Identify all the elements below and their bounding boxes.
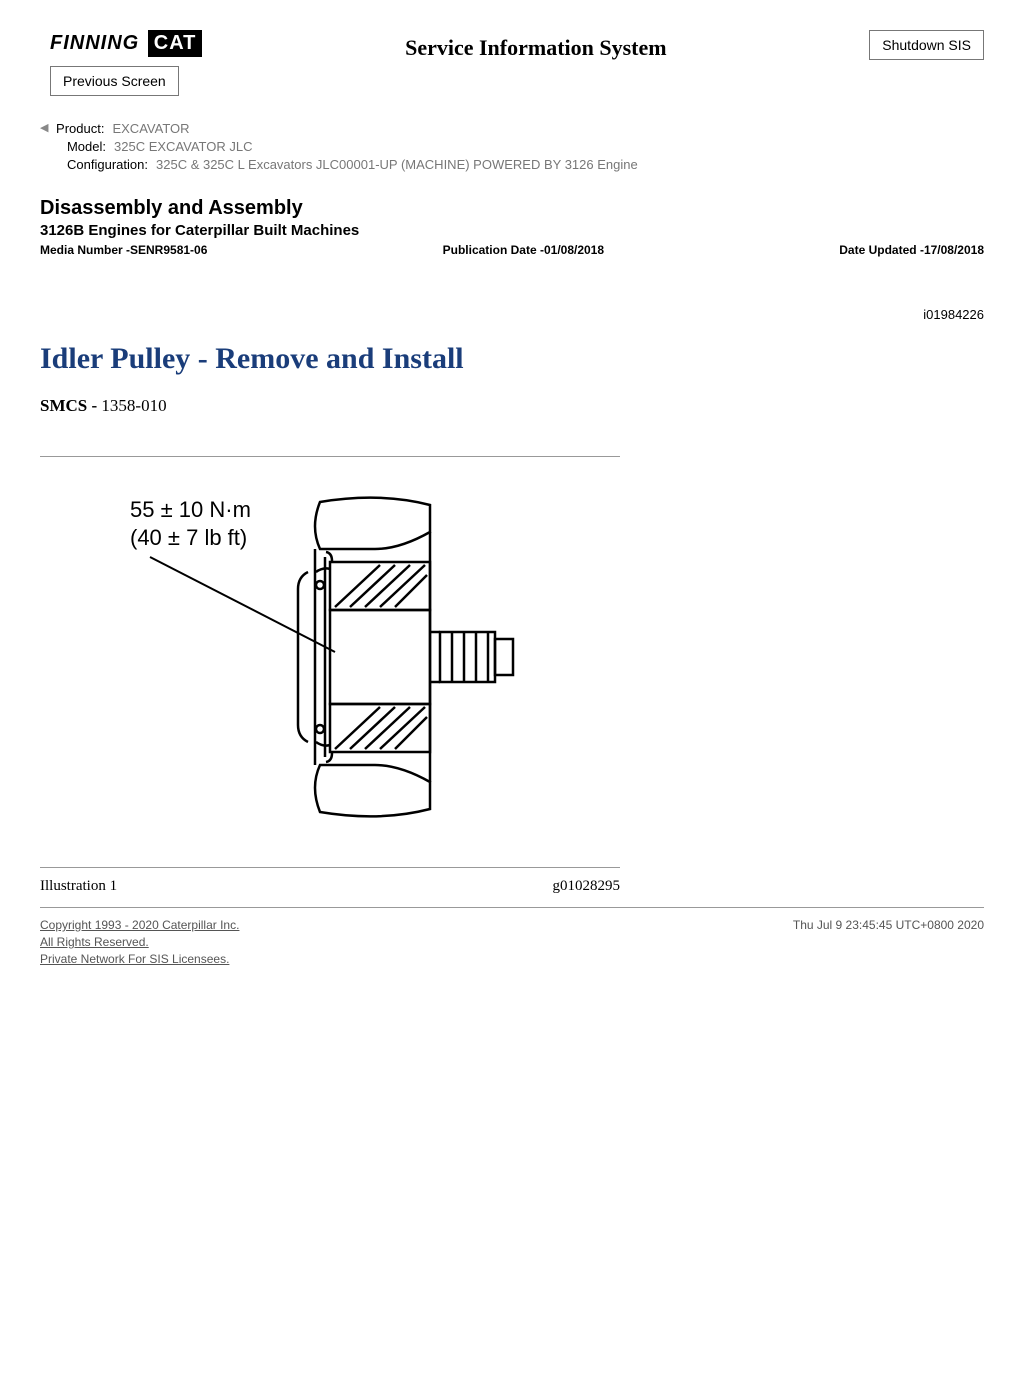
meta-product-row: ◀ Product: EXCAVATOR [40,121,984,136]
torque-nm-text: 55 ± 10 N·m [130,497,251,522]
meta-product-label: Product: [46,121,112,136]
meta-config-label: Configuration: [40,157,156,172]
figure-container: 55 ± 10 N·m (40 ± 7 lb ft) [40,456,620,868]
smcs-code: SMCS - 1358-010 [40,396,984,416]
section-subtitle: 3126B Engines for Caterpillar Built Mach… [40,222,984,239]
header: FINNING CAT Previous Screen Service Info… [40,20,984,96]
logo-section: FINNING CAT Previous Screen [40,20,202,96]
idler-pulley-diagram: 55 ± 10 N·m (40 ± 7 lb ft) [120,477,540,837]
media-number: Media Number -SENR9581-06 [40,243,207,257]
section-title: Disassembly and Assembly [40,197,984,220]
publication-date: Publication Date -01/08/2018 [443,243,604,257]
copyright-link[interactable]: Copyright 1993 - 2020 Caterpillar Inc. [40,918,239,932]
footer-legal: Copyright 1993 - 2020 Caterpillar Inc. A… [40,918,239,969]
logo-brand: FINNING [50,32,139,54]
date-updated: Date Updated -17/08/2018 [839,243,984,257]
meta-config-row: Configuration: 325C & 325C L Excavators … [40,157,984,172]
torque-lbft-text: (40 ± 7 lb ft) [130,525,247,550]
figure-top-rule [40,456,620,457]
meta-model-row: Model: 325C EXCAVATOR JLC [40,139,984,154]
page-title: Idler Pulley - Remove and Install [40,342,984,376]
network-link[interactable]: Private Network For SIS Licensees. [40,952,239,966]
system-title: Service Information System [202,35,869,61]
illustration-label: Illustration 1 [40,878,117,895]
pulley-cross-section [298,498,513,817]
meta-model-label: Model: [40,139,114,154]
smcs-label: SMCS - [40,396,101,415]
illustration-caption-row: Illustration 1 g01028295 [40,878,620,895]
footer: Copyright 1993 - 2020 Caterpillar Inc. A… [40,918,984,969]
rights-link[interactable]: All Rights Reserved. [40,935,239,949]
previous-screen-button[interactable]: Previous Screen [50,66,179,96]
meta-model-value: 325C EXCAVATOR JLC [114,139,252,154]
smcs-value: 1358-010 [101,396,166,415]
meta-product-value: EXCAVATOR [112,121,189,136]
footer-timestamp: Thu Jul 9 23:45:45 UTC+0800 2020 [793,918,984,969]
shutdown-sis-button[interactable]: Shutdown SIS [869,30,984,60]
footer-rule [40,907,984,908]
logo: FINNING CAT [50,30,202,57]
document-id: i01984226 [40,307,984,322]
figure-bottom-rule [40,867,620,868]
illustration-id: g01028295 [553,878,621,895]
logo-badge: CAT [148,30,203,57]
meta-info: ◀ Product: EXCAVATOR Model: 325C EXCAVAT… [40,121,984,172]
meta-config-value: 325C & 325C L Excavators JLC00001-UP (MA… [156,157,638,172]
publication-info-row: Media Number -SENR9581-06 Publication Da… [40,243,984,257]
